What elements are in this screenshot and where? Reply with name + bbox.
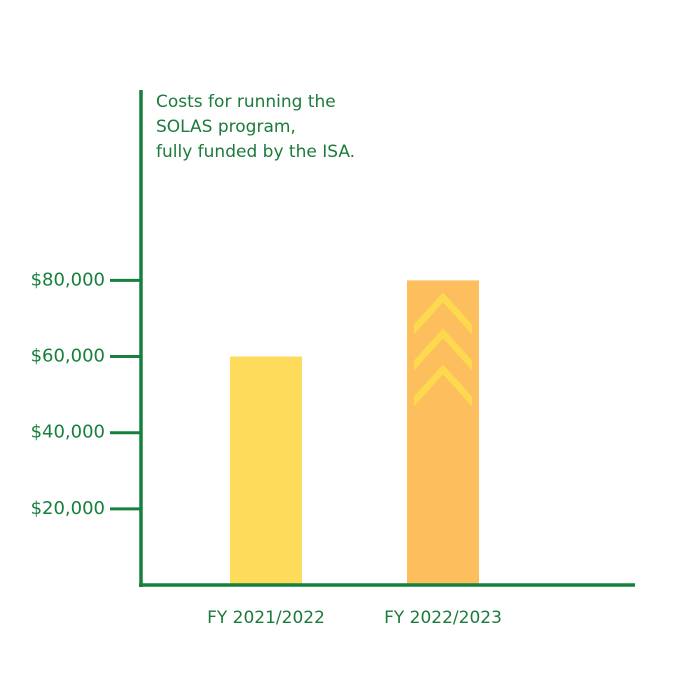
annotation: Costs for running the SOLAS program, ful…	[156, 92, 355, 162]
annotation-line: fully funded by the ISA.	[156, 142, 355, 162]
chevron	[414, 364, 472, 407]
bar	[230, 356, 302, 585]
chevron	[414, 328, 472, 371]
annotation-line: Costs for running the	[156, 92, 336, 112]
annotation-line: SOLAS program,	[156, 117, 296, 137]
x-tick-label: FY 2021/2022	[207, 608, 325, 628]
y-tick-label: $20,000	[31, 498, 105, 519]
y-tick-label: $60,000	[31, 346, 105, 367]
y-tick-label: $80,000	[31, 269, 105, 290]
y-tick-label: $40,000	[31, 422, 105, 443]
x-tick-label: FY 2022/2023	[384, 608, 502, 628]
chevron	[414, 292, 472, 335]
